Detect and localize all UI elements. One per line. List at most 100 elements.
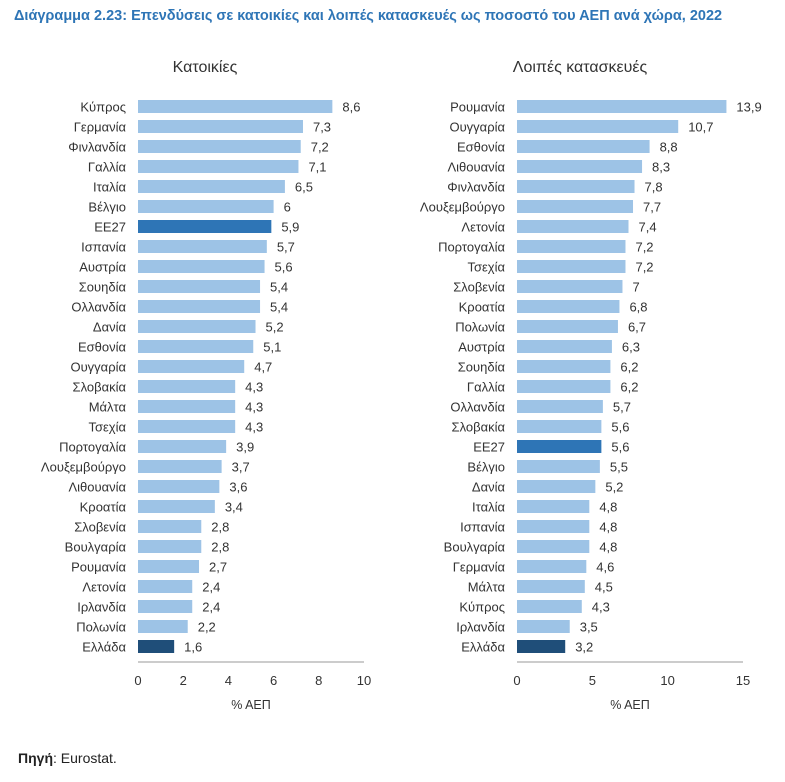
value-label: 5,9 — [281, 220, 299, 235]
chart-housing: Κατοικίες Κύπρος 8,6 Γερμανία 7,3 Φινλανδία 7,… — [41, 59, 371, 712]
bar-country — [517, 460, 600, 473]
value-label: 3,9 — [236, 440, 254, 455]
category-label: Λουξεμβούργο — [41, 460, 126, 475]
category-label: Βουλγαρία — [444, 540, 506, 555]
value-label: 7,1 — [308, 160, 326, 175]
value-label: 3,5 — [580, 620, 598, 635]
value-label: 8,8 — [660, 140, 678, 155]
bar-country — [517, 260, 626, 273]
category-label: Τσεχία — [467, 260, 505, 275]
bar-country — [138, 520, 202, 533]
value-label: 4,6 — [596, 560, 614, 575]
category-label: Πολωνία — [455, 320, 505, 335]
value-label: 7,2 — [635, 260, 653, 275]
bar-country — [517, 120, 679, 133]
category-label: Σλοβενία — [74, 520, 126, 535]
bar-country — [517, 200, 634, 213]
x-tick-label: 0 — [134, 673, 141, 688]
category-label: Ιρλανδία — [456, 620, 505, 635]
category-label: Ολλανδία — [71, 300, 126, 315]
value-label: 3,2 — [575, 640, 593, 655]
value-label: 5,6 — [275, 260, 293, 275]
category-label: Σλοβενία — [453, 280, 505, 295]
value-label: 5,2 — [605, 480, 623, 495]
value-label: 4,7 — [254, 360, 272, 375]
value-label: 3,6 — [229, 480, 247, 495]
bar-country — [138, 580, 193, 593]
bar-country — [517, 140, 650, 153]
x-tick-label: 15 — [736, 673, 750, 688]
source-label: Πηγή — [18, 750, 53, 766]
value-label: 2,8 — [211, 540, 229, 555]
value-label: 2,4 — [202, 580, 220, 595]
category-label: Κροατία — [459, 300, 506, 315]
category-label: Βέλγιο — [467, 460, 505, 475]
bar-country — [138, 360, 245, 373]
category-label: Λουξεμβούργο — [420, 200, 505, 215]
category-label: Βέλγιο — [88, 200, 126, 215]
value-label: 5,7 — [613, 400, 631, 415]
bar-country — [517, 240, 626, 253]
bar-country — [517, 600, 582, 613]
value-label: 4,3 — [592, 600, 610, 615]
bar-country — [517, 280, 623, 293]
value-label: 10,7 — [688, 120, 713, 135]
category-label: Λιθουανία — [447, 160, 505, 175]
x-tick-label: 2 — [180, 673, 187, 688]
value-label: 6,2 — [620, 360, 638, 375]
category-label: Ελλάδα — [82, 640, 126, 655]
value-label: 8,6 — [342, 100, 360, 115]
bar-country — [517, 380, 611, 393]
bar-country — [138, 340, 254, 353]
bar-country — [517, 480, 596, 493]
category-label: Σουηδία — [79, 280, 127, 295]
x-tick-label: 10 — [660, 673, 674, 688]
category-label: Λετονία — [82, 580, 126, 595]
chart-title: Λοιπές κατασκευές — [513, 59, 648, 76]
category-label: Βουλγαρία — [65, 540, 127, 555]
category-label: Ολλανδία — [450, 400, 505, 415]
value-label: 6,7 — [628, 320, 646, 335]
category-label: Λετονία — [461, 220, 505, 235]
category-label: Ιρλανδία — [77, 600, 126, 615]
category-label: Ισπανία — [81, 240, 126, 255]
category-label: Μάλτα — [468, 580, 506, 595]
value-label: 7,7 — [643, 200, 661, 215]
category-label: Λιθουανία — [68, 480, 126, 495]
value-label: 4,3 — [245, 400, 263, 415]
category-label: Ουγγαρία — [449, 120, 505, 135]
value-label: 2,2 — [198, 620, 216, 635]
bar-country — [138, 460, 222, 473]
bar-country — [138, 300, 261, 313]
value-label: 5,6 — [611, 420, 629, 435]
category-label: Εσθονία — [78, 340, 127, 355]
value-label: 1,6 — [184, 640, 202, 655]
x-tick-label: 6 — [270, 673, 277, 688]
x-tick-label: 0 — [513, 673, 520, 688]
value-label: 7,2 — [311, 140, 329, 155]
value-label: 7,3 — [313, 120, 331, 135]
category-label: Ρουμανία — [450, 100, 505, 115]
value-label: 2,8 — [211, 520, 229, 535]
bar-country — [138, 380, 236, 393]
category-label: Ιταλία — [472, 500, 505, 515]
x-tick-label: 8 — [315, 673, 322, 688]
bar-country — [517, 360, 611, 373]
bar-country — [517, 340, 612, 353]
bar-country — [138, 140, 301, 153]
x-tick-label: 10 — [357, 673, 371, 688]
x-axis-label: % ΑΕΠ — [231, 698, 271, 712]
bar-country — [517, 320, 618, 333]
value-label: 7,4 — [638, 220, 656, 235]
bar-country — [517, 400, 603, 413]
value-label: 2,7 — [209, 560, 227, 575]
bar-country — [138, 620, 188, 633]
category-label: Δανία — [93, 320, 127, 335]
category-label: Τσεχία — [88, 420, 126, 435]
chart-other-construction: Λοιπές κατασκευές Ρουμανία 13,9 Ουγγαρία 10,… — [420, 59, 762, 712]
value-label: 2,4 — [202, 600, 220, 615]
bar-country — [517, 300, 620, 313]
value-label: 7,8 — [645, 180, 663, 195]
bar-eu27 — [517, 440, 602, 453]
value-label: 6 — [284, 200, 291, 215]
